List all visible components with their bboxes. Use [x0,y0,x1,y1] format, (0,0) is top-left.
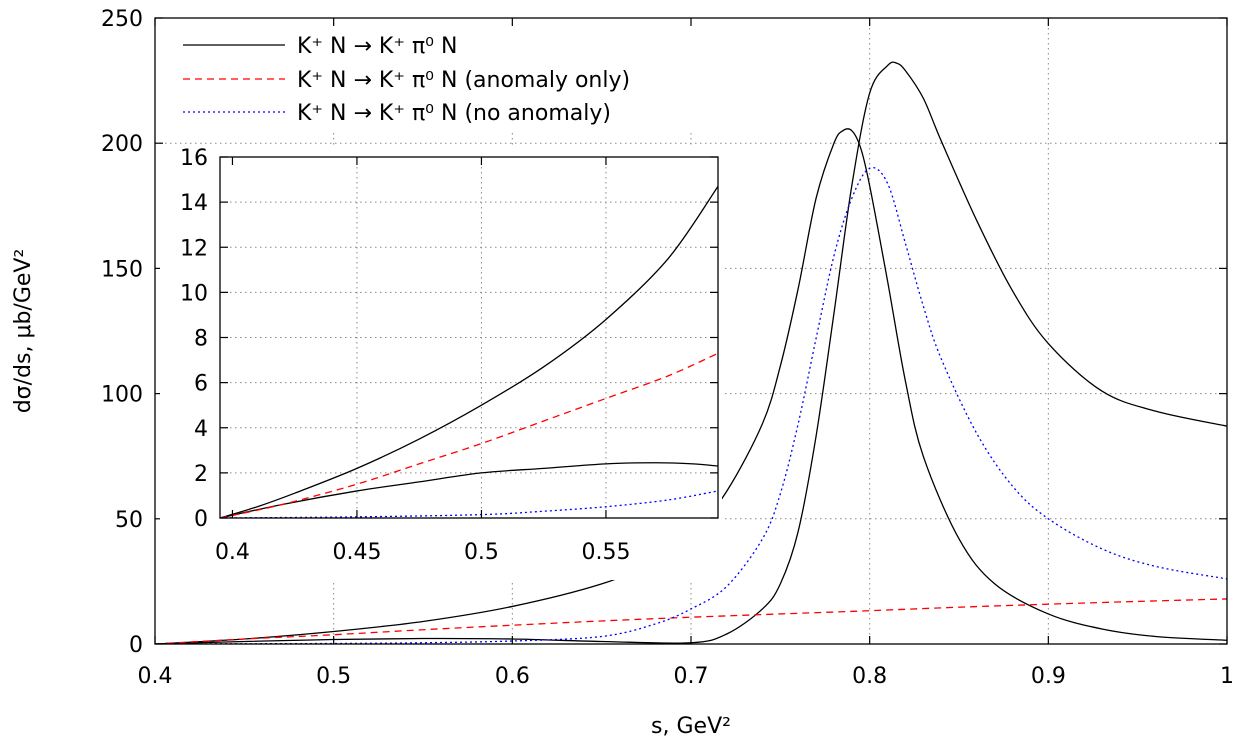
main-ytick-label: 250 [101,7,143,32]
main-series-line-1 [155,61,1227,644]
main-xtick-label: 0.9 [1031,664,1066,689]
inset-ytick-label: 10 [180,281,208,306]
main-xtick-label: 0.4 [138,664,173,689]
legend-label-no-anomaly: K⁺ N → K⁺ π⁰ N (no anomaly) [297,101,611,126]
main-ytick-label: 50 [115,508,143,533]
legend: K⁺ N → K⁺ π⁰ N K⁺ N → K⁺ π⁰ N (anomaly o… [168,28,723,132]
inset-ticks: 0.4 0.45 0.5 0.55 0 2 4 6 8 10 12 14 16 [180,146,718,565]
inset-ytick-label: 0 [194,507,208,532]
inset-ytick-label: 14 [180,191,208,216]
inset-series-line-0 [220,185,718,518]
inset-ytick-label: 16 [180,146,208,171]
inset-series-line-3 [220,490,718,518]
legend-label-anomaly-only: K⁺ N → K⁺ π⁰ N (anomaly only) [297,68,630,93]
inset-xtick-label: 0.45 [332,540,381,565]
main-ytick-label: 150 [101,257,143,282]
inset-series-line-2 [220,352,718,518]
inset-xtick-label: 0.4 [215,540,250,565]
main-xtick-label: 0.6 [495,664,530,689]
main-xtick-label: 1 [1220,664,1234,689]
main-series-lines [155,61,1227,644]
inset-xtick-label: 0.55 [581,540,630,565]
main-xtick-label: 0.5 [316,664,351,689]
y-axis-label: dσ/ds, μb/GeV² [11,249,36,414]
inset-series-line-1 [220,462,718,518]
main-series-line-2 [155,598,1227,644]
inset-background [160,145,722,580]
legend-label-full: K⁺ N → K⁺ π⁰ N [297,34,457,59]
inset-ytick-label: 12 [180,236,208,261]
main-ytick-label: 100 [101,383,143,408]
inset-ytick-label: 6 [194,372,208,397]
main-ytick-label: 0 [129,633,143,658]
inset-ytick-label: 2 [194,462,208,487]
main-series-line-0 [155,128,1227,644]
inset-ytick-label: 4 [194,417,208,442]
x-axis-label: s, GeV² [651,714,731,739]
main-xtick-label: 0.7 [674,664,709,689]
main-series-line-3 [155,167,1227,644]
main-ytick-label: 200 [101,132,143,157]
inset-chart: 0.4 0.45 0.5 0.55 0 2 4 6 8 10 12 14 16 [160,145,722,580]
inset-series-lines [220,185,718,518]
inset-xtick-label: 0.5 [464,540,499,565]
inset-ytick-label: 8 [194,327,208,352]
main-xtick-label: 0.8 [852,664,887,689]
